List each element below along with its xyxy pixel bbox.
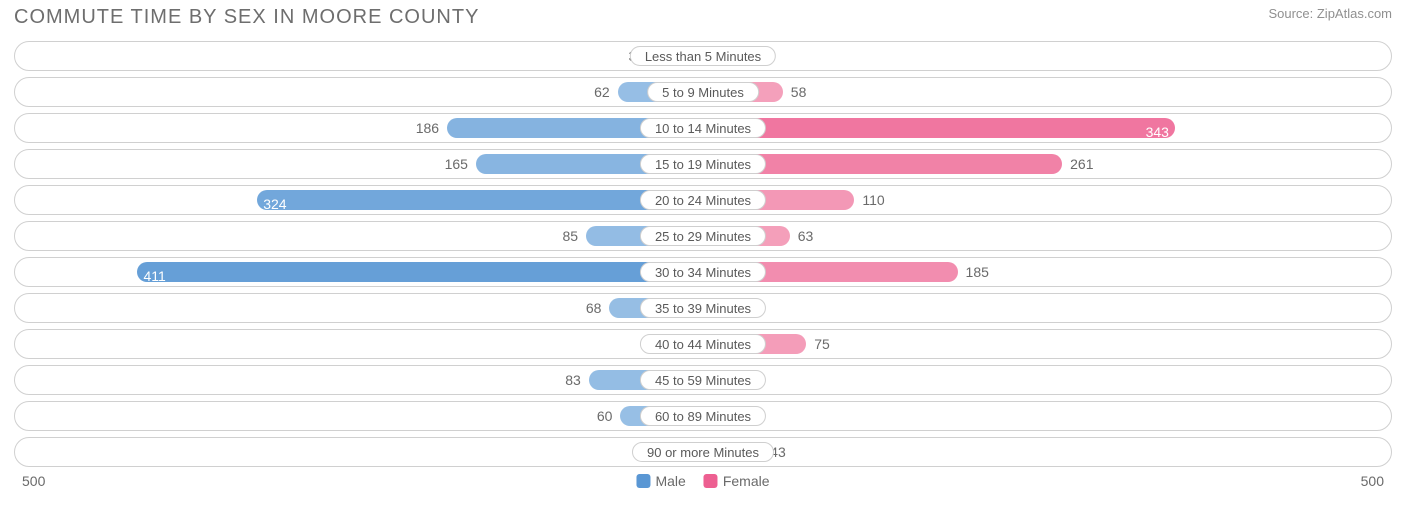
chart-row: 90 or more Minutes3043 — [14, 437, 1392, 467]
female-value: 75 — [806, 330, 830, 358]
category-label: 60 to 89 Minutes — [640, 406, 766, 426]
chart-title: Commute Time By Sex in Moore County — [14, 6, 479, 29]
female-bar: 343 — [703, 118, 1175, 138]
legend-male-swatch — [636, 474, 650, 488]
category-label: 90 or more Minutes — [632, 442, 774, 462]
chart-row: 20 to 24 Minutes324110 — [14, 185, 1392, 215]
chart-row: 5 to 9 Minutes 62 58 — [14, 77, 1392, 107]
category-label: 5 to 9 Minutes — [647, 82, 759, 102]
axis-max-left: 500 — [22, 473, 45, 489]
category-label: Less than 5 Minutes — [630, 46, 776, 66]
category-label: 40 to 44 Minutes — [640, 334, 766, 354]
chart-row: 35 to 39 Minutes680 — [14, 293, 1392, 323]
category-label: 15 to 19 Minutes — [640, 154, 766, 174]
chart-row: 60 to 89 Minutes6023 — [14, 401, 1392, 431]
chart-footer: 500 Male Female 500 — [0, 473, 1406, 499]
category-label: 10 to 14 Minutes — [640, 118, 766, 138]
category-label: 20 to 24 Minutes — [640, 190, 766, 210]
category-label: 35 to 39 Minutes — [640, 298, 766, 318]
male-value: 411 — [143, 262, 165, 290]
male-value: 186 — [416, 114, 447, 142]
male-bar: 324 — [257, 190, 703, 210]
chart-row: 40 to 44 Minutes1875 — [14, 329, 1392, 359]
female-value: 343 — [1146, 118, 1169, 146]
legend-female: Female — [704, 473, 770, 489]
chart-area: Less than 5 Minutes37195 to 9 Minutes625… — [0, 33, 1406, 467]
chart-row: 45 to 59 Minutes834 — [14, 365, 1392, 395]
male-value: 68 — [586, 294, 610, 322]
male-value: 324 — [263, 190, 286, 218]
category-label: 25 to 29 Minutes — [640, 226, 766, 246]
male-value: 85 — [562, 222, 586, 250]
chart-row: Less than 5 Minutes3719 — [14, 41, 1392, 71]
chart-row: 15 to 19 Minutes 165 261 — [14, 149, 1392, 179]
category-label: 30 to 34 Minutes — [640, 262, 766, 282]
chart-row: 25 to 29 Minutes 85 63 — [14, 221, 1392, 251]
female-value: 185 — [958, 258, 989, 286]
category-label: 45 to 59 Minutes — [640, 370, 766, 390]
legend-male: Male — [636, 473, 685, 489]
male-value: 62 — [594, 78, 618, 106]
legend-female-swatch — [704, 474, 718, 488]
chart-source: Source: ZipAtlas.com — [1268, 6, 1392, 21]
female-value: 261 — [1062, 150, 1093, 178]
legend-male-label: Male — [655, 473, 685, 489]
male-bar: 411 — [137, 262, 703, 282]
chart-row: 30 to 34 Minutes411185 — [14, 257, 1392, 287]
male-value: 165 — [445, 150, 476, 178]
axis-max-right: 500 — [1361, 473, 1384, 489]
male-value: 83 — [565, 366, 589, 394]
chart-row: 10 to 14 Minutes 186 343 — [14, 113, 1392, 143]
legend: Male Female — [636, 473, 769, 489]
female-value: 58 — [783, 78, 807, 106]
female-value: 110 — [854, 186, 884, 214]
male-value: 60 — [597, 402, 621, 430]
female-value: 63 — [790, 222, 814, 250]
legend-female-label: Female — [723, 473, 770, 489]
